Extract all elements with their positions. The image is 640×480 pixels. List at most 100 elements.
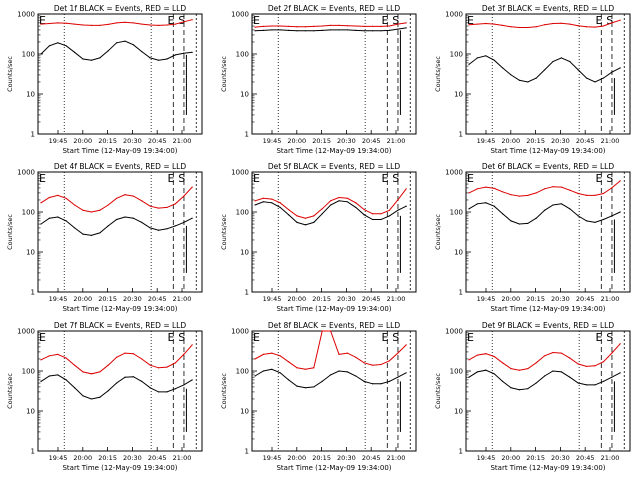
data-point-lld — [149, 364, 151, 366]
x-tick-label: 20:30 — [337, 295, 356, 303]
x-tick-label: 19:45 — [49, 295, 68, 303]
data-point-events — [166, 391, 168, 393]
panel-det-9: Det 9f BLACK = Events, RED = LLD Start Ti… — [434, 321, 631, 472]
data-point-events — [338, 29, 340, 31]
data-point-events — [346, 201, 348, 203]
data-point-lld — [99, 371, 101, 373]
data-point-events — [527, 222, 529, 224]
x-tick-label: 20:45 — [362, 295, 381, 303]
data-point-lld — [321, 208, 323, 210]
y-tick-label: 1000 — [445, 11, 463, 19]
panel-title: Det 5f BLACK = Events, RED = LLD — [268, 162, 401, 171]
data-point-events — [569, 376, 571, 378]
data-point-lld — [132, 22, 134, 24]
data-point-events — [468, 63, 470, 65]
y-axis-label: Counts/sec — [6, 56, 14, 92]
y-axis-label: Counts/sec — [220, 56, 228, 92]
x-tick-label: 20:15 — [312, 137, 331, 145]
data-point-events — [577, 69, 579, 71]
series-line-lld — [468, 343, 621, 371]
data-point-lld — [174, 203, 176, 205]
x-tick-label: 20:00 — [501, 137, 520, 145]
data-point-events — [363, 214, 365, 216]
data-point-events — [124, 40, 126, 42]
x-tick-label: 19:45 — [477, 454, 496, 462]
data-point-events — [405, 372, 407, 374]
data-point-events — [510, 74, 512, 76]
data-point-events — [183, 384, 185, 386]
x-tick-label: 20:15 — [526, 454, 545, 462]
data-point-events — [602, 77, 604, 79]
event-marker-e: E — [253, 14, 260, 27]
data-point-lld — [363, 208, 365, 211]
data-point-lld — [40, 359, 42, 361]
data-point-events — [405, 27, 407, 29]
y-tick-label: 1000 — [17, 169, 35, 177]
data-point-lld — [262, 25, 264, 27]
data-point-events — [569, 208, 571, 210]
data-point-lld — [124, 21, 126, 23]
data-point-events — [132, 376, 134, 378]
data-point-events — [468, 208, 470, 210]
data-point-events — [371, 30, 374, 32]
y-tick-label: 100 — [450, 209, 463, 217]
data-point-events — [99, 57, 101, 59]
x-tick-label: 20:45 — [148, 295, 167, 303]
data-point-events — [183, 52, 185, 54]
x-tick-label: 20:30 — [337, 137, 356, 145]
data-point-lld — [157, 367, 160, 369]
data-point-lld — [476, 23, 478, 25]
event-marker-e: E — [253, 172, 260, 185]
data-point-events — [329, 29, 332, 31]
data-point-events — [287, 379, 290, 381]
data-point-events — [543, 209, 546, 211]
data-point-events — [191, 51, 193, 53]
data-point-lld — [493, 355, 495, 358]
data-point-events — [535, 382, 537, 384]
data-point-lld — [346, 197, 348, 199]
x-tick-label: 21:00 — [387, 295, 406, 303]
data-point-lld — [329, 200, 332, 202]
data-point-lld — [611, 352, 613, 354]
data-point-lld — [124, 352, 126, 354]
data-point-lld — [166, 24, 168, 26]
data-point-lld — [48, 196, 50, 199]
x-tick-label: 21:00 — [601, 454, 620, 462]
data-point-events — [157, 391, 160, 393]
x-tick-label: 19:45 — [477, 295, 496, 303]
data-point-lld — [585, 194, 588, 197]
data-point-events — [321, 380, 323, 382]
data-point-events — [141, 50, 143, 53]
data-point-events — [262, 201, 264, 203]
data-point-events — [183, 221, 185, 223]
x-tick-label: 19:45 — [263, 295, 282, 303]
y-tick-label: 100 — [236, 209, 249, 217]
data-point-lld — [82, 24, 84, 26]
data-point-lld — [313, 215, 315, 217]
x-tick-label: 20:00 — [73, 137, 92, 145]
event-marker-s: S — [392, 331, 399, 344]
data-point-lld — [107, 23, 109, 25]
event-marker-e: E — [467, 14, 474, 27]
data-point-lld — [552, 22, 554, 25]
y-axis-label: Counts/sec — [220, 214, 228, 250]
panel-title: Det 2f BLACK = Events, RED = LLD — [268, 4, 401, 13]
data-point-lld — [115, 356, 118, 358]
x-tick-label: 20:30 — [551, 454, 570, 462]
data-point-lld — [355, 25, 357, 27]
data-point-lld — [141, 23, 143, 25]
data-point-events — [73, 51, 76, 53]
panel-title: Det 4f BLACK = Events, RED = LLD — [54, 162, 187, 171]
y-tick-label: 100 — [450, 51, 463, 59]
data-point-lld — [65, 357, 67, 359]
data-point-lld — [510, 367, 512, 370]
y-tick-label: 10 — [26, 249, 35, 257]
data-point-lld — [560, 186, 562, 188]
data-point-lld — [115, 197, 118, 199]
data-point-events — [296, 385, 298, 387]
data-point-lld — [191, 186, 193, 188]
data-point-lld — [271, 198, 273, 200]
data-point-events — [254, 30, 256, 32]
data-point-events — [115, 382, 118, 384]
data-point-events — [321, 213, 323, 215]
